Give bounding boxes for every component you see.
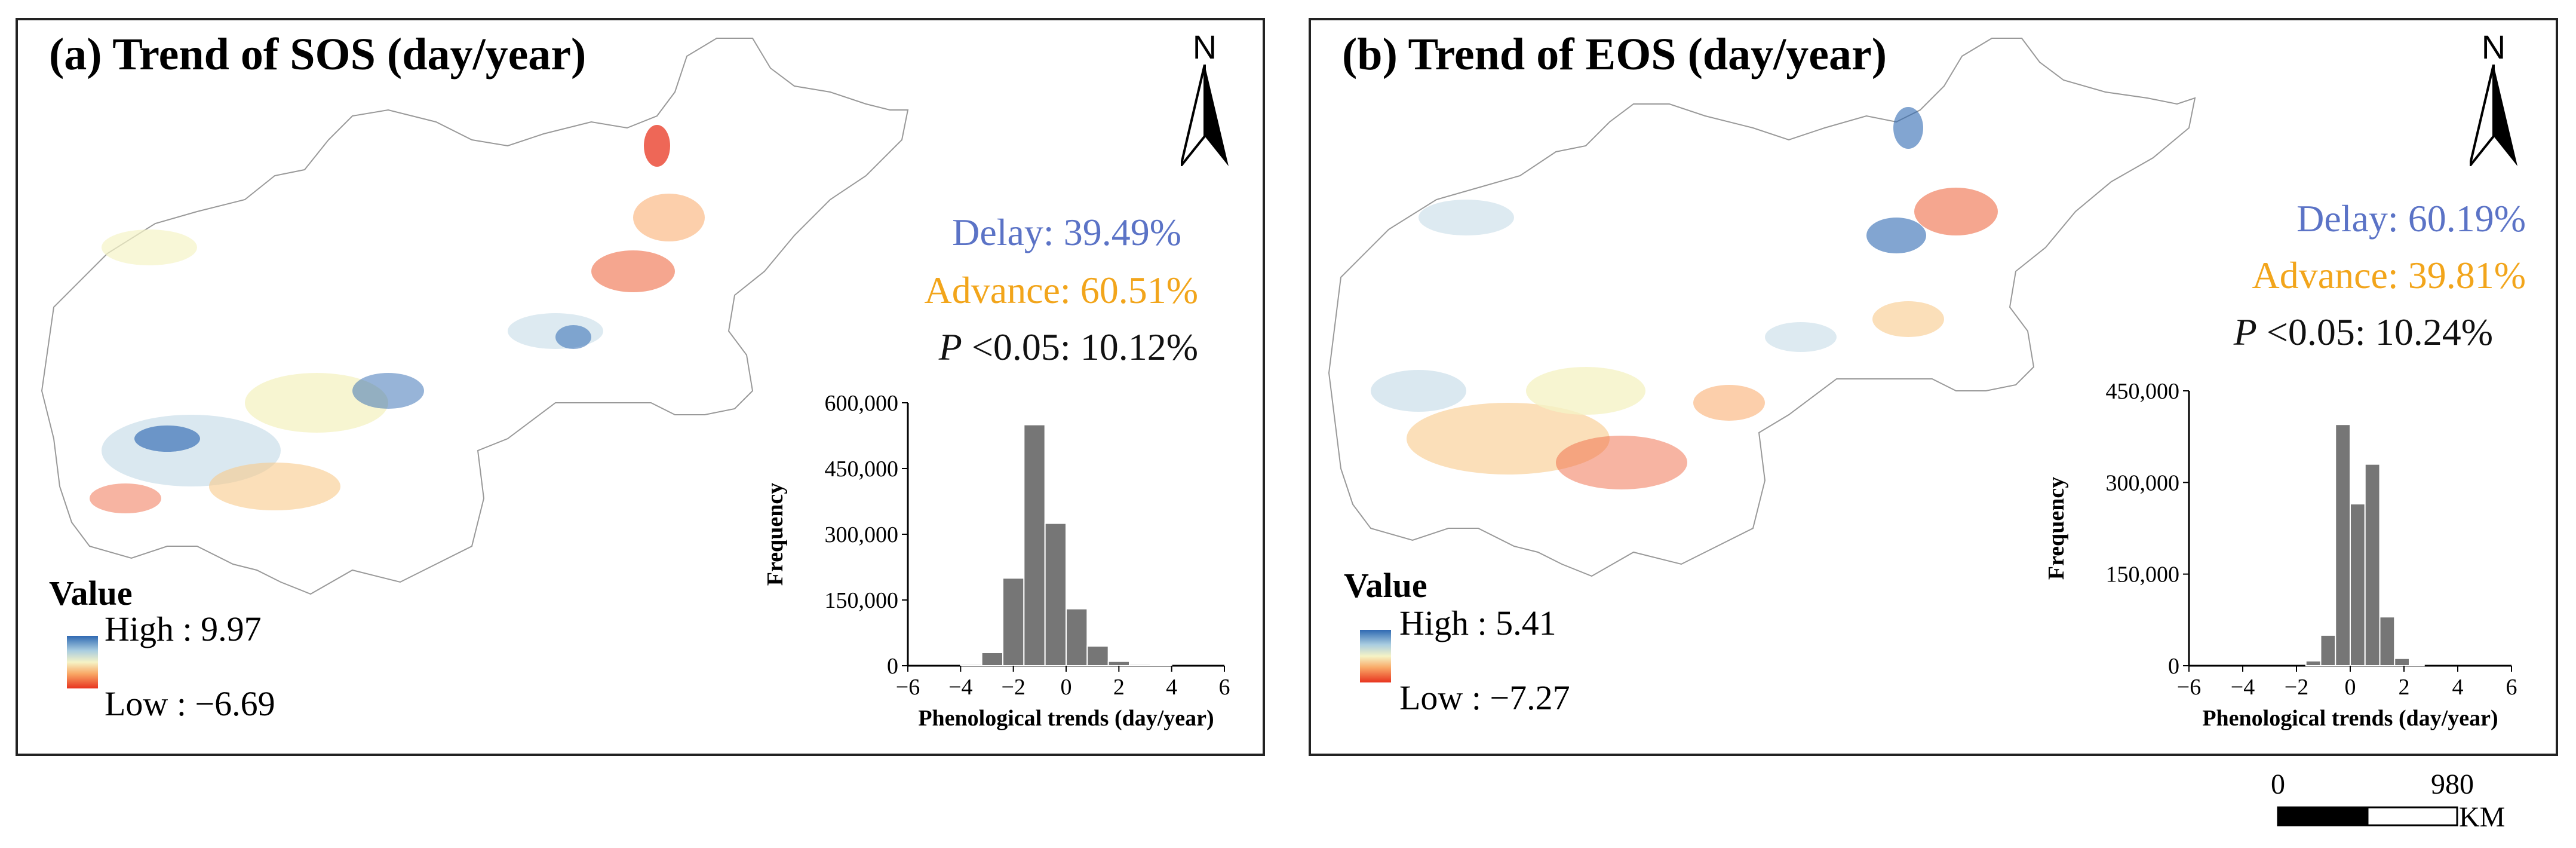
map-sos-trend [41,38,909,595]
histogram-bar [1086,645,1109,666]
north-label: N [1192,28,1217,66]
north-arrow-icon [2470,65,2517,166]
delay-stat: Delay: 60.19% [2296,197,2526,240]
north-arrow: N [2464,27,2523,166]
scale-start-label: 0 [2271,769,2285,800]
legend-low-label: Low : −6.69 [105,684,275,723]
north-arrow-icon [1181,65,1229,166]
scale-end-label: 980 [2431,769,2474,800]
scale-bar-graphic [2277,806,2458,826]
x-tick-label: 4 [2452,675,2464,700]
legend-low-label: Low : −7.27 [1399,678,1570,717]
y-tick-label: 450,000 [825,457,899,482]
legend-title: Value [49,574,133,613]
significance-value: <0.05: 10.12% [971,326,1198,368]
x-tick-label: −4 [948,675,972,700]
x-axis-label: Phenological trends (day/year) [2202,706,2498,731]
legend-colorbar [67,636,98,688]
panel-title: (a) Trend of SOS (day/year) [49,29,587,79]
map-eos-trend [1328,38,2196,577]
y-tick-label: 300,000 [2106,470,2180,495]
histogram-bar [1002,577,1025,667]
x-tick-label: 4 [1166,675,1177,700]
scale-bar: 0 980 KM [2271,768,2528,840]
scale-unit-label: KM [2459,801,2506,833]
histogram-bar [981,652,1003,666]
histogram-bar [2364,463,2381,667]
panel-sos-trend: (a) Trend of SOS (day/year) N Delay: 39.… [16,18,1265,756]
y-axis-label: Frequency [2044,477,2069,580]
histogram-bar [2409,663,2425,667]
histogram-bar [2379,616,2396,667]
histogram-bar [2305,660,2322,667]
legend-high-label: High : 5.41 [1399,604,1556,642]
map-trend-pixels [90,125,705,513]
y-tick-label: 0 [887,654,898,679]
x-tick-label: 6 [2506,675,2517,700]
p-symbol: P [938,326,962,368]
north-label: N [2481,28,2506,66]
y-tick-label: 0 [2168,654,2179,679]
histogram-bar [1150,665,1172,666]
p-symbol: P [2233,311,2257,353]
x-tick-label: 2 [1113,675,1125,700]
map-trend-pixels [1371,107,1998,489]
x-tick-label: 2 [2399,675,2410,700]
y-tick-label: 450,000 [2106,379,2180,404]
histogram-bar [2320,634,2336,666]
x-axis-label: Phenological trends (day/year) [918,706,1214,731]
y-axis-label: Frequency [763,483,788,586]
histogram-bar [1107,660,1131,666]
histogram-bar [1023,424,1046,667]
advance-stat: Advance: 60.51% [924,269,1198,311]
x-tick-label: −6 [2177,675,2201,700]
panel-title: (b) Trend of EOS (day/year) [1342,29,1887,79]
y-tick-label: 600,000 [825,391,899,416]
histogram-bar [1066,608,1088,666]
study-area-outline [1328,38,2196,577]
significance-stat: P <0.05: 10.12% [939,325,1198,369]
x-tick-label: 0 [1061,675,1072,700]
x-tick-label: 6 [1219,675,1230,700]
histogram-bar [960,663,982,666]
histogram-bar [2335,424,2351,666]
y-tick-label: 300,000 [825,522,899,547]
histogram-bar [1044,522,1067,666]
x-tick-label: −6 [896,675,920,700]
histogram-bar [2394,657,2410,667]
histogram-bar [2350,503,2366,666]
histogram-eos: −6 −4 −2 0 2 4 6 0 150,000 300,000 450,000 Phenolog… [2044,379,2517,731]
y-tick-label: 150,000 [2106,562,2180,587]
study-area-outline [41,38,909,595]
x-tick-label: −4 [2231,675,2255,700]
legend-colorbar [1360,630,1391,682]
significance-value: <0.05: 10.24% [2266,311,2493,353]
delay-stat: Delay: 39.49% [952,211,1181,253]
advance-stat: Advance: 39.81% [2252,254,2526,296]
legend-title: Value [1344,566,1427,605]
x-tick-label: −2 [1001,675,1025,700]
y-tick-label: 150,000 [825,588,899,613]
x-tick-label: 0 [2345,675,2356,700]
legend-high-label: High : 9.97 [105,610,262,648]
histogram-bar [1129,663,1152,666]
panel-eos-trend: (b) Trend of EOS (day/year) N Delay: 60.… [1309,18,2558,756]
histogram-sos: −6 −4 −2 0 2 4 6 0 150,000 300,000 450,000 600,000 P… [763,391,1230,731]
significance-stat: P <0.05: 10.24% [2234,310,2493,354]
x-tick-label: −2 [2285,675,2308,700]
north-arrow: N [1175,27,1235,166]
